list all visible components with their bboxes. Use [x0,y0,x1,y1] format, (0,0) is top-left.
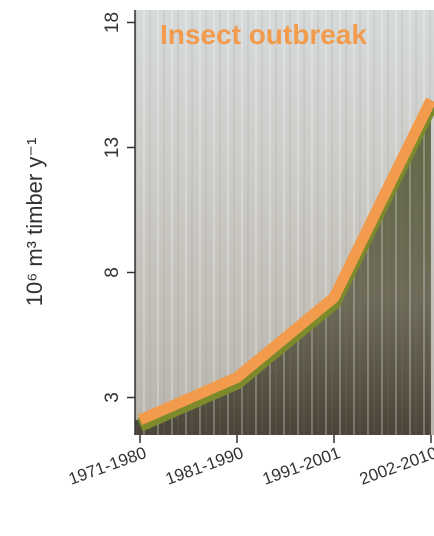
y-tick-label: 8 [102,267,123,278]
y-axis-label: 10⁶ m³ timber y⁻¹ [22,138,47,307]
y-tick-label: 13 [102,137,123,158]
x-tick-label: 1981-1990 [163,443,246,489]
y-tick-label: 18 [102,12,123,33]
y-tick-label: 3 [102,392,123,403]
page: Insect outbreak 10⁶ m³ timber y⁻¹ 3 8 13 18… [0,0,434,531]
x-tick-label: 1991-2001 [260,443,343,489]
x-tick-label: 2002-2010 [357,443,434,489]
x-tick-label: 1971-1980 [66,443,149,489]
chart-title: Insect outbreak [160,19,367,50]
plot-area: Insect outbreak [130,10,434,435]
chart: Insect outbreak 10⁶ m³ timber y⁻¹ 3 8 13 18… [0,0,434,531]
